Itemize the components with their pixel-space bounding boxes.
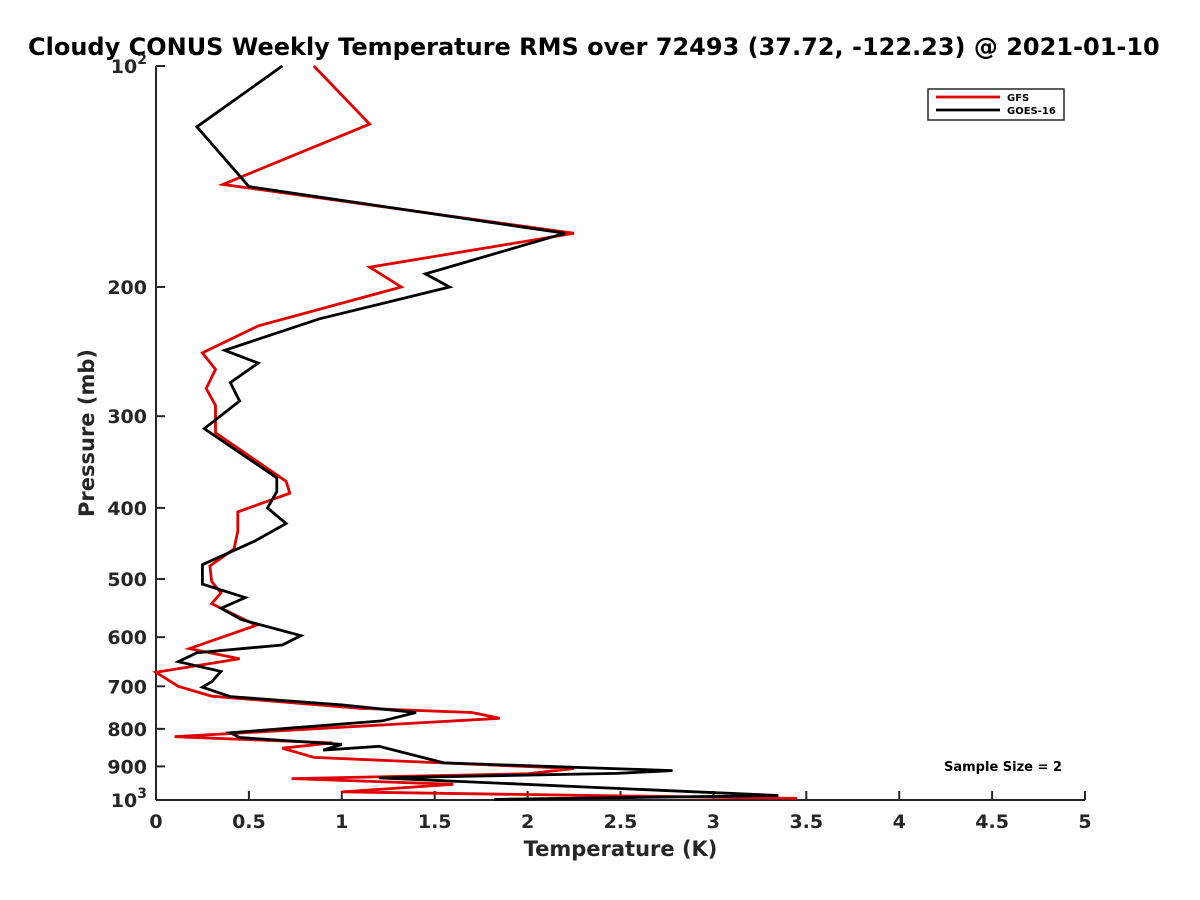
y-tick-label: 103 — [111, 786, 147, 812]
y-tick-label: 700 — [107, 676, 147, 698]
plot-area — [155, 66, 1085, 801]
y-tick-exponent: 3 — [137, 786, 147, 802]
x-tick-label: 0.5 — [232, 811, 266, 833]
x-axis-label: Temperature (K) — [524, 837, 718, 861]
y-tick-label: 600 — [107, 627, 147, 649]
legend-box — [927, 88, 1065, 121]
sample-size-annotation: Sample Size = 2 — [944, 760, 1062, 775]
series-layer — [152, 64, 798, 801]
series-line — [174, 64, 779, 801]
y-tick-label: 400 — [107, 498, 147, 520]
y-tick-label: 900 — [107, 756, 147, 778]
x-tick-label: 4 — [893, 811, 906, 833]
x-tick-label: 2 — [521, 811, 534, 833]
y-tick-exponent: 2 — [137, 52, 147, 68]
y-tick-base: 10 — [111, 790, 137, 812]
y-tick-label: 300 — [107, 406, 147, 428]
series-goes-16 — [174, 64, 779, 801]
y-tick-base: 10 — [111, 56, 137, 78]
y-tick-label: 102 — [111, 52, 147, 78]
x-tick-label: 3 — [707, 811, 720, 833]
legend-label: GOES-16 — [1007, 106, 1056, 117]
legend-label: GFS — [1007, 93, 1029, 104]
series-line — [152, 65, 798, 800]
x-tick-label: 3.5 — [789, 811, 823, 833]
legend[interactable]: GFS GOES-16 — [927, 88, 1065, 121]
x-tick-label: 0 — [149, 811, 162, 833]
y-tick-label: 800 — [107, 719, 147, 741]
y-tick-label: 500 — [107, 569, 147, 591]
y-axis-label: Pressure (mb) — [75, 349, 99, 517]
x-tick-label: 5 — [1078, 811, 1091, 833]
x-tick-label: 4.5 — [975, 811, 1009, 833]
x-tick-label: 1 — [335, 811, 348, 833]
x-axis-ticks: 0 0.5 1 1.5 2 2.5 3 3.5 4 4.5 5 — [149, 791, 1092, 833]
y-tick-label: 200 — [107, 277, 147, 299]
x-tick-label: 1.5 — [418, 811, 452, 833]
chart-title: Cloudy CONUS Weekly Temperature RMS over… — [28, 33, 1160, 61]
series-gfs — [152, 65, 798, 800]
x-tick-label: 2.5 — [604, 811, 638, 833]
